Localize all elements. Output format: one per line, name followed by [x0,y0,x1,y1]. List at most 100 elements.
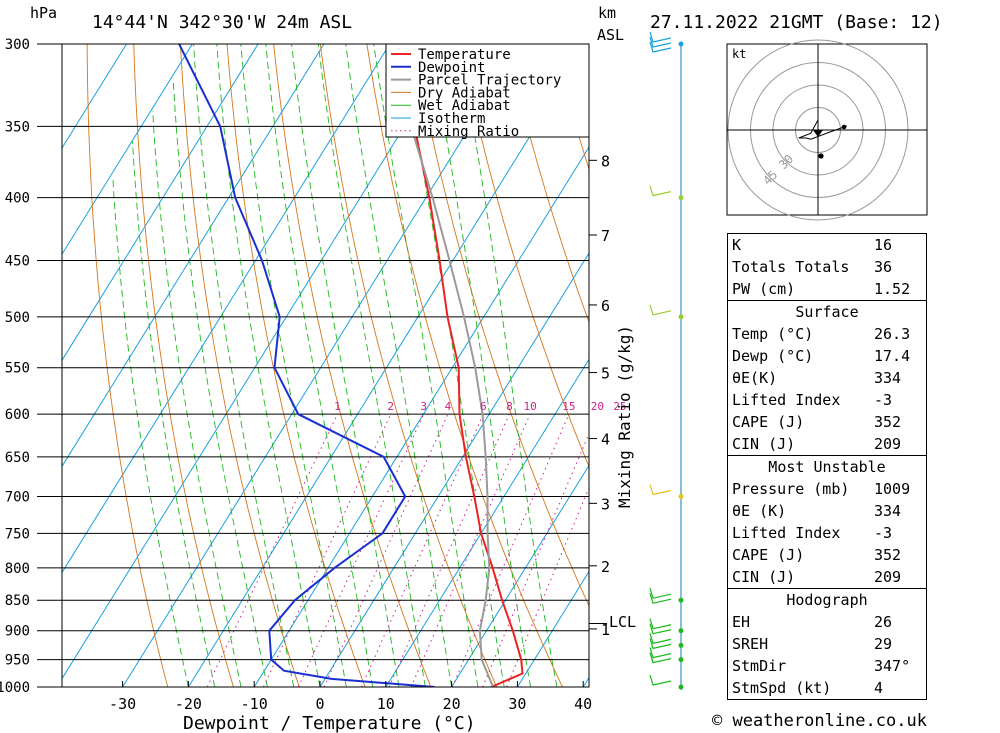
dry-adiabat-line [86,44,169,687]
x-tick-label: -30 [109,695,136,713]
hodo-row-eh: EH 26 [732,613,893,631]
mixing-ratio-label: 1 [334,400,341,413]
wet-adiabat-line [112,177,189,687]
mixing-ratio-line [482,432,589,687]
mixing-ratio-label: 10 [523,400,536,413]
pressure-tick-label: 400 [5,191,30,207]
isotherm-line [451,464,589,687]
km-tick-label: 6 [601,297,610,315]
wind-level-marker [678,657,684,663]
mixing-ratio-label: 20 [591,400,604,413]
legend-entry: Isotherm [418,111,485,127]
mu-row-lifted-index: Lifted Index -3 [732,524,893,542]
wind-level-marker [678,597,684,603]
pressure-tick-label: 500 [5,310,30,326]
hodograph-unit-label: kt [732,47,746,61]
mixing-ratio-label: 2 [387,400,394,413]
legend-entry: Parcel Trajectory [418,73,561,89]
wind-barb [649,484,672,496]
pressure-tick-label: 900 [5,624,30,640]
wind-barb [649,638,672,650]
mixing-ratio-label: 8 [506,400,513,413]
hodo-row-sreh: SREH 29 [732,635,893,653]
wind-barb [649,618,672,630]
dry-adiabat-line [973,44,1000,687]
dry-adiabat-line [319,44,498,687]
pressure-tick-label: 600 [5,407,30,423]
indices-table: K 16 Totals Totals 36 PW (cm) 1.52 Surface … [727,233,927,700]
surface-row-temp: Temp (°C) 26.3 [732,325,911,343]
wet-adiabat-line [132,141,216,687]
wind-barb [649,674,672,686]
hodograph-center-marker [813,130,823,137]
mixing-ratio-line [263,413,392,687]
dry-adiabat-line [133,44,234,687]
dry-adiabat-line [506,44,589,324]
mixing-ratio-label: 4 [445,400,452,413]
wind-level-marker [678,195,684,201]
most-unstable-header: Most Unstable [727,455,927,478]
legend-entry: Temperature [418,47,511,63]
mixing-ratio-label: 25 [613,400,626,413]
x-tick-label: 20 [443,695,461,713]
pressure-tick-label: 950 [5,653,30,669]
index-row-totals-totals: Totals Totals 36 [732,258,893,276]
mixing-ratio-line [506,486,589,687]
pressure-tick-label: 450 [5,254,30,270]
wet-adiabat-line [216,44,321,687]
x-tick-label: 30 [508,695,526,713]
wet-adiabat-line [265,44,374,687]
mu-row-cin: CIN (J) 209 [732,568,902,586]
mixing-ratio-line [361,413,484,687]
pressure-tick-label: 1000 [0,680,30,696]
hodo-row-stmdir: StmDir 347° [732,657,911,675]
mixing-ratio-line [410,413,531,687]
x-tick-label: 0 [315,695,324,713]
surface-row-dewp: Dewp (°C) 17.4 [732,347,911,365]
wind-barb [649,185,672,197]
index-row-k: K 16 [732,236,893,254]
isotherm-line [62,44,193,256]
wind-level-marker [678,314,684,320]
wind-barb [649,633,672,645]
km-tick-label: 7 [601,227,610,245]
km-tick-label: 1 [601,621,610,639]
surface-header: Surface [727,300,927,323]
wind-level-marker [678,684,684,690]
x-tick-label: -20 [175,695,202,713]
wind-barb [649,652,672,664]
isotherm-line [253,146,589,687]
mu-row-pressure: Pressure (mb) 1009 [732,480,911,498]
surface-row-lifted-index: Lifted Index -3 [732,391,893,409]
pressure-tick-label: 700 [5,490,30,506]
temperature-line [401,44,524,687]
pressure-tick-label: 550 [5,361,30,377]
km-tick-label: 3 [601,495,610,513]
pressure-tick-label: 650 [5,450,30,466]
isotherm-line [187,44,588,687]
wet-adiabat-line [345,44,453,687]
pressure-tick-label: 850 [5,593,30,609]
isotherm-line [122,44,522,687]
plot-frame [61,43,590,688]
index-row-pw: PW (cm) 1.52 [732,280,911,298]
surface-row-cin: CIN (J) 209 [732,435,902,453]
pressure-tick-label: 750 [5,526,30,542]
wind-level-marker [678,494,684,500]
dry-adiabat-line [927,44,1000,687]
hpa-label: hPa [30,4,57,22]
wind-level-marker [678,642,684,648]
mixing-ratio-line [388,413,510,687]
x-tick-label: 40 [574,695,592,713]
isotherm-line [516,570,589,687]
legend-entry: Wet Adiabat [418,98,511,114]
legend-entry: Dry Adiabat [418,85,511,101]
isotherm-line [385,358,589,687]
mixing-ratio-label: 6 [480,400,487,413]
mu-row-cape: CAPE (J) 352 [732,546,902,564]
isotherm-line [62,44,456,680]
mu-row-theta-e: θE (K) 334 [732,502,902,520]
wind-barb [649,304,672,316]
